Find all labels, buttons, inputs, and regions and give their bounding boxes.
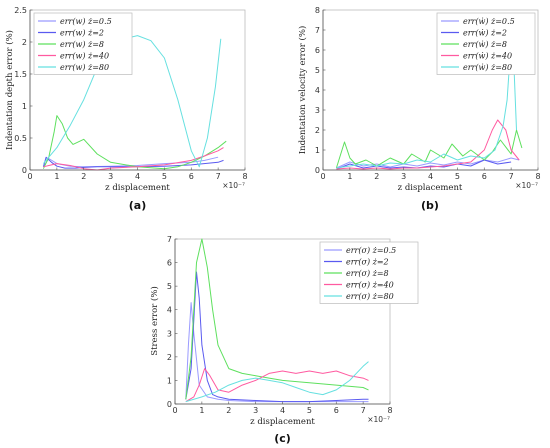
panel-b-ylabel: Indentation velocity error (%) xyxy=(297,26,308,155)
panel-b-legend-entry: err(ẇ) ż=40 xyxy=(463,52,512,61)
panel-c-xtick-label: 5 xyxy=(307,406,312,415)
panel-a-xlabel: z displacement xyxy=(105,183,170,193)
panel-b-xtick-label: 4 xyxy=(428,172,433,181)
panel-a-caption: (a) xyxy=(129,199,146,212)
panel-a-series-line-1 xyxy=(42,156,224,169)
panel-a-legend-entry: err(w) ż=2 xyxy=(60,29,104,38)
panel-c-legend-entry: err(σ) ż=80 xyxy=(346,292,394,301)
panel-c-ytick-label: 3 xyxy=(167,329,172,338)
panel-c-ytick-label: 1 xyxy=(167,376,172,385)
panel-b-ytick-label: 1 xyxy=(315,146,320,155)
panel-c-legend-entry: err(σ) ż=8 xyxy=(346,269,389,278)
panel-b-x-exponent: ×10⁻⁷ xyxy=(515,181,538,190)
panel-a-xtick-label: 4 xyxy=(135,172,140,181)
panel-b-ytick-label: 7 xyxy=(315,26,320,35)
panel-a-series-line-4 xyxy=(43,35,222,168)
panel-b-ytick-label: 4 xyxy=(315,86,320,95)
panel-b-ytick-label: 5 xyxy=(315,66,320,75)
panel-b-series-line-3 xyxy=(336,119,520,170)
panel-b-ytick-label: 6 xyxy=(315,46,320,55)
panel-b-xtick-label: 8 xyxy=(535,172,540,181)
panel-c-series-line-3 xyxy=(185,368,369,403)
panel-b-xtick-label: 1 xyxy=(347,172,352,181)
panel-c-legend-entry: err(σ) ż=40 xyxy=(346,281,394,290)
panel-a-legend-entry: err(w) ż=80 xyxy=(60,63,109,72)
panel-a-xtick-label: 1 xyxy=(54,172,59,181)
panel-c-legend-entry: err(σ) ż=0.5 xyxy=(346,246,396,255)
panel-c-ylabel: Stress error (%) xyxy=(149,286,160,356)
panel-b-series-line-0 xyxy=(336,157,520,169)
panel-c-series-line-4 xyxy=(185,361,369,403)
panel-b-xtick-label: 0 xyxy=(320,172,325,181)
panel-a-xtick-label: 0 xyxy=(27,172,32,181)
panel-a-ytick-label: 0.5 xyxy=(14,134,27,143)
panel-b-xtick-label: 2 xyxy=(374,172,379,181)
panel-b-ytick-label: 0 xyxy=(315,166,320,175)
panel-c-xtick-label: 3 xyxy=(253,406,258,415)
panel-b-ytick-label: 2 xyxy=(315,126,320,135)
panel-b-xtick-label: 6 xyxy=(482,172,487,181)
panel-c-ytick-label: 7 xyxy=(167,235,172,244)
panel-a-ytick-label: 2.5 xyxy=(14,6,27,15)
panel-a-legend-entry: err(w) ż=8 xyxy=(60,40,104,49)
panel-a-ylabel: Indentation depth error (%) xyxy=(4,30,15,150)
panel-b-ytick-label: 8 xyxy=(315,6,320,15)
panel-b-legend-entry: err(ẇ) ż=2 xyxy=(463,29,507,38)
panel-a-ytick-label: 2 xyxy=(22,38,27,47)
panel-b-caption: (b) xyxy=(421,199,439,212)
panel-c-ytick-label: 2 xyxy=(167,353,172,362)
panel-b-ytick-label: 3 xyxy=(315,106,320,115)
panel-a-xtick-label: 8 xyxy=(242,172,247,181)
panel-a-xtick-label: 3 xyxy=(108,172,113,181)
panel-a-x-exponent: ×10⁻⁷ xyxy=(222,181,245,190)
panel-b-legend-entry: err(ẇ) ż=0.5 xyxy=(463,17,515,26)
panel-c-xtick-label: 8 xyxy=(387,406,392,415)
panel-a-ytick-label: 1.5 xyxy=(14,70,27,79)
panel-b-series-line-4 xyxy=(336,29,517,169)
panel-a: 0 1 2 3 4 5 6 7 8 0 0.5 1 1.5 2 2.5 z displacement ×10… xyxy=(4,6,248,212)
panel-b-series-line-2 xyxy=(335,129,523,169)
panel-c-series-line-1 xyxy=(185,271,369,403)
panel-a-legend-entry: err(w) ż=0.5 xyxy=(60,17,112,26)
panel-c-xtick-label: 0 xyxy=(172,406,177,415)
panel-c-ytick-label: 4 xyxy=(167,306,172,315)
panel-c-xtick-label: 1 xyxy=(199,406,204,415)
panel-c-xtick-label: 2 xyxy=(226,406,231,415)
panel-b-xtick-label: 3 xyxy=(401,172,406,181)
panel-c-xlabel: z displacement xyxy=(250,417,315,427)
panel-a-xtick-label: 6 xyxy=(189,172,194,181)
panel-c-xtick-label: 4 xyxy=(280,406,285,415)
panel-c-caption: (c) xyxy=(274,432,291,445)
panel-c-ytick-label: 0 xyxy=(167,400,172,409)
panel-a-xtick-label: 7 xyxy=(216,172,221,181)
panel-a-legend-entry: err(w) ż=40 xyxy=(60,52,109,61)
panel-a-series-line-0 xyxy=(42,156,219,168)
panel-b-legend-entry: err(ẇ) ż=8 xyxy=(463,40,507,49)
panel-b-xlabel: z displacement xyxy=(398,183,463,193)
panel-c-xtick-label: 6 xyxy=(334,406,339,415)
panel-b-xtick-label: 5 xyxy=(455,172,460,181)
panel-a-xtick-label: 2 xyxy=(81,172,86,181)
panel-b-legend-entry: err(ẇ) ż=80 xyxy=(463,63,512,72)
panel-c-ytick-label: 6 xyxy=(167,259,172,268)
panel-a-ytick-label: 0 xyxy=(22,166,27,175)
panel-c-series-line-2 xyxy=(185,238,369,400)
panel-c-xtick-label: 7 xyxy=(361,406,366,415)
panel-a-xtick-label: 5 xyxy=(162,172,167,181)
panel-c-series-line-0 xyxy=(185,302,369,403)
panel-c-x-exponent: ×10⁻⁷ xyxy=(367,415,390,424)
panel-c: 0 1 2 3 4 5 6 7 8 0 1 2 3 4 5 6 7 z displacement ×10⁻⁷ S… xyxy=(149,235,419,445)
panel-c-legend-entry: err(σ) ż=2 xyxy=(346,258,389,267)
panel-c-ytick-label: 5 xyxy=(167,282,172,291)
panel-b-xtick-label: 7 xyxy=(509,172,514,181)
panel-a-ytick-label: 1 xyxy=(22,102,27,111)
